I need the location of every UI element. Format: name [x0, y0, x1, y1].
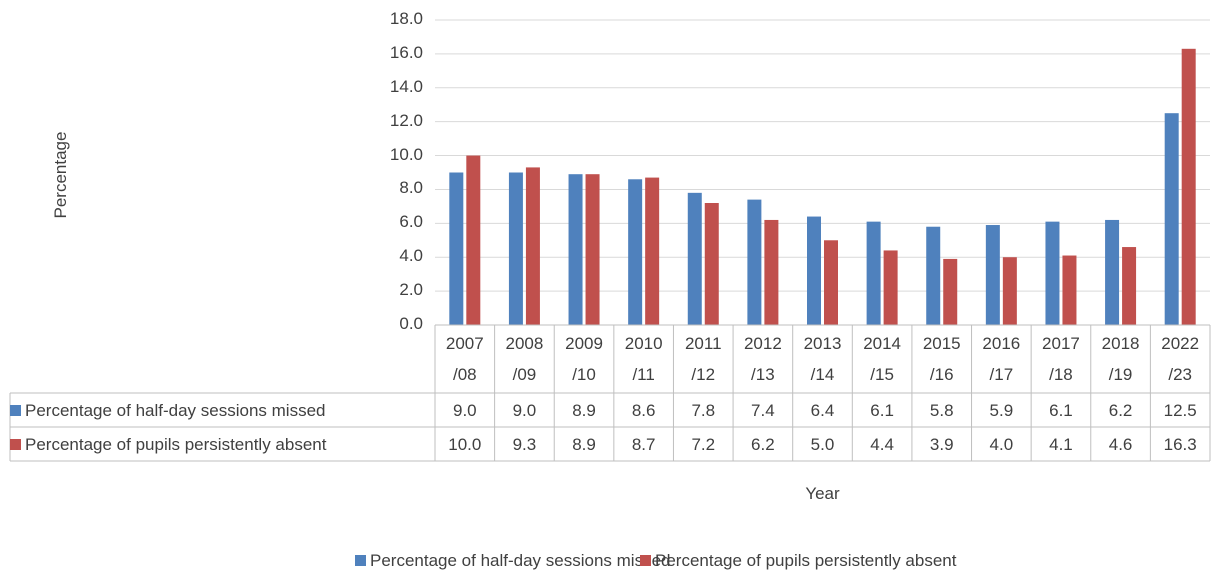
table-cell: 8.9 [572, 434, 596, 454]
x-tick-label: 2010 /11 [624, 334, 663, 384]
legend-item: Percentage of pupils persistently absent [640, 545, 956, 571]
y-tick-label: 16.0 [389, 42, 423, 62]
legend-text: Percentage of half-day sessions missed [25, 400, 326, 420]
y-tick-label: 0.0 [399, 314, 423, 333]
table-cell: 7.8 [691, 400, 716, 420]
bar [1122, 247, 1137, 325]
bar [645, 177, 660, 325]
table-cell: 7.2 [691, 434, 716, 454]
bar [508, 172, 523, 325]
legend-text: Percentage of half-day sessions missed [370, 550, 671, 570]
table-cell: 3.9 [929, 434, 954, 454]
x-tick-label: 2011 /12 [684, 334, 722, 384]
table-row-header: Percentage of pupils persistently absent [10, 427, 435, 461]
x-tick-label: 2018 /19 [1101, 334, 1140, 384]
x-tick-label: 2012 /13 [743, 334, 782, 384]
y-tick-label: 4.0 [399, 246, 423, 266]
y-tick-label: 6.0 [399, 212, 423, 232]
bar [687, 192, 702, 325]
bar [807, 216, 821, 325]
table-cell: 8.7 [631, 434, 656, 454]
bar [883, 250, 898, 325]
table-row-header: Percentage of half-day sessions missed [10, 393, 435, 427]
x-tick-label: 2015 /16 [922, 334, 961, 384]
table-cell: 9.3 [512, 434, 537, 454]
y-axis-title: Percentage [50, 131, 70, 219]
table-cell: 16.3 [1163, 434, 1197, 454]
table-cell: 9.0 [512, 400, 537, 420]
y-tick-label: 12.0 [389, 110, 423, 130]
x-tick-label: 2013 /14 [803, 334, 842, 384]
bar [628, 179, 643, 325]
x-tick-label: 2007 /08 [445, 334, 484, 384]
x-tick-label: 2009 /10 [565, 334, 603, 384]
x-tick-label: 2014 /15 [863, 334, 902, 384]
bar [466, 155, 481, 325]
x-tick-label: 2008 /09 [505, 334, 544, 384]
table-cell: 12.5 [1163, 400, 1197, 420]
table-cell: 4.0 [989, 434, 1014, 454]
bar [585, 174, 600, 325]
table-cell: 6.1 [1049, 400, 1073, 420]
bar [1105, 219, 1120, 325]
y-tick-label: 8.0 [399, 178, 423, 198]
legend-swatch [640, 554, 651, 566]
table-cell: 6.1 [870, 400, 894, 420]
bar [985, 225, 1000, 325]
table-cell: 9.0 [452, 400, 477, 420]
y-tick-label: 14.0 [389, 76, 423, 96]
bar [866, 221, 881, 325]
legend-swatch [355, 554, 366, 566]
y-tick-label: 10.0 [389, 144, 423, 164]
bar [568, 174, 583, 325]
x-axis-title: Year [805, 483, 840, 503]
table-cell: 10.0 [448, 434, 482, 454]
bar [1181, 48, 1196, 326]
bar [764, 219, 779, 325]
legend-swatch [10, 438, 21, 450]
y-tick-label: 18.0 [389, 9, 423, 28]
bar [943, 258, 958, 325]
legend-swatch [10, 404, 21, 416]
bar [525, 167, 540, 325]
bar [747, 199, 762, 325]
legend-item: Percentage of half-day sessions missed [355, 545, 671, 571]
bar [1062, 255, 1077, 325]
table-cell: 6.2 [1108, 400, 1133, 420]
table-cell: 5.9 [989, 400, 1014, 420]
bar [926, 226, 941, 325]
table-cell: 5.8 [929, 400, 954, 420]
table-cell: 6.4 [810, 400, 835, 420]
bar [449, 172, 464, 325]
table-cell: 4.1 [1049, 434, 1073, 454]
table-cell: 4.4 [870, 434, 894, 454]
bar [1045, 221, 1060, 325]
table-cell: 7.4 [751, 400, 775, 420]
x-tick-label: 2022 /23 [1161, 334, 1200, 384]
bar [824, 240, 838, 325]
bar [704, 203, 719, 325]
bar [1002, 257, 1017, 325]
bar [1164, 113, 1179, 325]
table-cell: 6.2 [751, 434, 775, 454]
y-tick-label: 2.0 [399, 280, 423, 300]
table-cell: 5.0 [810, 434, 835, 454]
x-tick-label: 2017 /18 [1042, 334, 1080, 384]
table-cell: 8.6 [631, 400, 656, 420]
table-cell: 8.9 [572, 400, 596, 420]
table-cell: 4.6 [1108, 434, 1133, 454]
legend-text: Percentage of pupils persistently absent [25, 434, 327, 454]
x-tick-label: 2016 /17 [982, 334, 1021, 384]
legend-text: Percentage of pupils persistently absent [655, 550, 957, 570]
